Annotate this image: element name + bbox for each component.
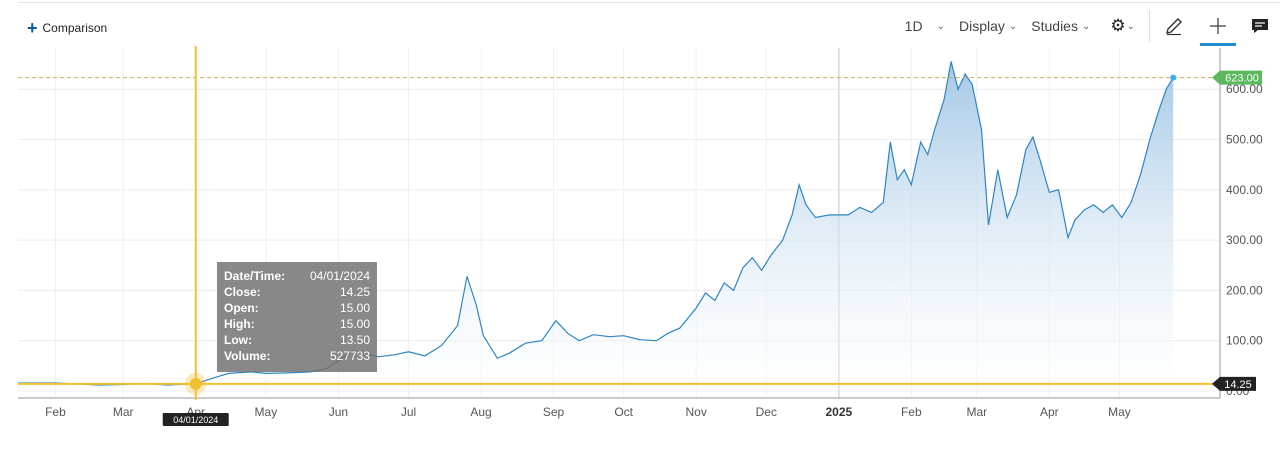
crosshair-tool-button[interactable] [1198, 8, 1238, 46]
crosshair-point [189, 377, 202, 390]
crosshair-y-badge [1212, 376, 1256, 391]
studies-dropdown[interactable]: Studies ⌄ [1031, 18, 1090, 34]
x-tick-label: Sep [543, 405, 565, 419]
settings-dropdown[interactable]: ⚙ ⌄ [1110, 16, 1135, 36]
x-tick-label: Mar [966, 405, 987, 419]
comparison-button[interactable]: + Comparison [27, 19, 107, 37]
toolbar-divider [1149, 10, 1150, 42]
data-tooltip: Date/Time: 04/01/2024 Close: 14.25 Open: 15… [217, 262, 377, 372]
crosshair-x-label: 04/01/2024 [173, 415, 218, 425]
comment-tool-button[interactable] [1240, 8, 1280, 44]
comparison-label: Comparison [42, 21, 108, 35]
crosshair-x-badge [162, 413, 229, 426]
tooltip-row-volume: Volume: 527733 [224, 349, 370, 363]
last-point-marker [1170, 74, 1177, 81]
x-tick-label: Jul [401, 405, 416, 419]
tooltip-row-date: Date/Time: 04/01/2024 [224, 269, 370, 283]
x-tick-label: May [1108, 405, 1131, 419]
x-tick-label: Oct [614, 405, 633, 419]
tooltip-row-close: Close: 14.25 [224, 285, 370, 299]
x-tick-label: Nov [685, 405, 706, 419]
interval-dropdown[interactable]: 1D ⌄ [905, 18, 945, 34]
series-area [18, 61, 1174, 391]
y-tick-label: 100.00 [1226, 334, 1263, 348]
interval-label: 1D [904, 18, 923, 34]
crosshair-icon [1210, 18, 1226, 34]
plus-icon: + [27, 18, 38, 38]
studies-label: Studies [1031, 18, 1078, 34]
y-tick-label: 200.00 [1226, 283, 1263, 297]
x-tick-label: Jun [329, 405, 348, 419]
top-border [18, 2, 1280, 3]
chart-toolbar: 1D ⌄ Display ⌄ Studies ⌄ ⚙ ⌄ [905, 8, 1280, 46]
y-tick-label: 500.00 [1226, 133, 1263, 147]
tooltip-row-low: Low: 13.50 [224, 333, 370, 347]
last-price-badge [1212, 70, 1262, 85]
y-tick-label: 300.00 [1226, 233, 1263, 247]
series-layer [18, 61, 1174, 391]
pencil-icon [1166, 18, 1182, 36]
x-tick-label: Feb [45, 405, 66, 419]
chevron-down-icon: ⌄ [936, 20, 945, 32]
x-tick-label: Mar [113, 405, 134, 419]
x-tick-label: Apr [1040, 405, 1059, 419]
x-tick-label: Feb [901, 405, 922, 419]
x-tick-label: May [255, 405, 278, 419]
chevron-down-icon: ⌄ [1008, 20, 1018, 32]
x-tick-label: Dec [756, 405, 777, 419]
gear-icon: ⚙ [1110, 16, 1126, 35]
crosshair-layer: 623.00 14.25 04/01/2024 [18, 46, 1262, 426]
x-tick-label: 2025 [825, 405, 852, 419]
y-tick-label: 400.00 [1226, 183, 1263, 197]
chevron-down-icon: ⌄ [1126, 20, 1135, 32]
crosshair-y-label: 14.25 [1224, 379, 1252, 391]
display-label: Display [958, 18, 1005, 34]
display-dropdown[interactable]: Display ⌄ [959, 18, 1017, 34]
comment-icon [1252, 19, 1268, 33]
last-price-label: 623.00 [1225, 73, 1259, 85]
y-tick-label: 600.00 [1226, 82, 1263, 96]
x-tick-label: Aug [470, 405, 491, 419]
chevron-down-icon: ⌄ [1081, 20, 1091, 32]
tooltip-row-open: Open: 15.00 [224, 301, 370, 315]
draw-tool-button[interactable] [1154, 8, 1194, 44]
tooltip-row-high: High: 15.00 [224, 317, 370, 331]
